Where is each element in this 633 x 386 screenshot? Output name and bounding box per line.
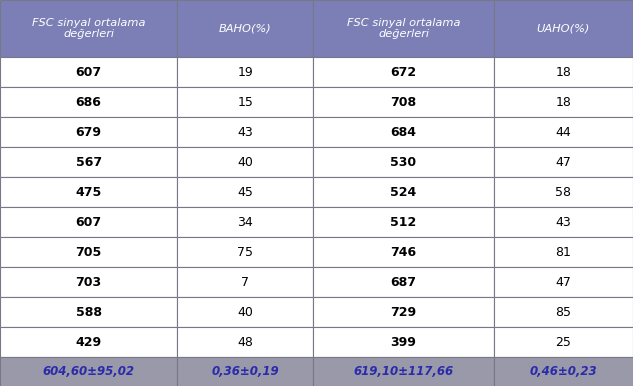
Bar (0, 207, 177, 237)
Text: 703: 703 (75, 276, 102, 289)
Bar (494, 207, 633, 237)
Text: 58: 58 (555, 186, 572, 198)
Text: 530: 530 (391, 156, 417, 169)
Text: 85: 85 (555, 306, 572, 318)
Text: 18: 18 (555, 96, 572, 108)
Text: 684: 684 (391, 125, 417, 139)
Text: 679: 679 (75, 125, 102, 139)
Bar (494, 297, 633, 327)
Text: 524: 524 (391, 186, 417, 198)
Bar (494, 327, 633, 357)
Text: 687: 687 (391, 276, 417, 289)
Bar (313, 357, 494, 386)
Text: 19: 19 (237, 66, 253, 79)
Text: 81: 81 (555, 245, 572, 259)
Text: 18: 18 (555, 66, 572, 79)
Text: 7: 7 (241, 276, 249, 289)
Text: 512: 512 (391, 216, 417, 229)
Bar (313, 117, 494, 147)
Bar (494, 267, 633, 297)
Bar (0, 177, 177, 207)
Text: 475: 475 (75, 186, 102, 198)
Bar (0, 0, 177, 57)
Bar (313, 267, 494, 297)
Text: 47: 47 (555, 276, 572, 289)
Text: 34: 34 (237, 216, 253, 229)
Bar (313, 297, 494, 327)
Text: FSC sinyal ortalama
değerleri: FSC sinyal ortalama değerleri (32, 18, 146, 39)
Bar (0, 297, 177, 327)
Text: 708: 708 (391, 96, 417, 108)
Bar (177, 267, 313, 297)
Text: 607: 607 (75, 66, 102, 79)
Text: 47: 47 (555, 156, 572, 169)
Bar (177, 87, 313, 117)
Text: 604,60±95,02: 604,60±95,02 (42, 365, 135, 378)
Text: 0,46±0,23: 0,46±0,23 (530, 365, 597, 378)
Bar (494, 117, 633, 147)
Text: 619,10±117,66: 619,10±117,66 (353, 365, 454, 378)
Text: 40: 40 (237, 156, 253, 169)
Bar (0, 237, 177, 267)
Bar (0, 357, 177, 386)
Text: 729: 729 (391, 306, 417, 318)
Bar (494, 87, 633, 117)
Bar (0, 117, 177, 147)
Bar (313, 57, 494, 87)
Bar (177, 327, 313, 357)
Bar (494, 237, 633, 267)
Bar (313, 87, 494, 117)
Text: 588: 588 (75, 306, 102, 318)
Bar (313, 327, 494, 357)
Bar (177, 0, 313, 57)
Bar (313, 147, 494, 177)
Text: 48: 48 (237, 335, 253, 349)
Text: 429: 429 (75, 335, 102, 349)
Bar (313, 207, 494, 237)
Bar (0, 267, 177, 297)
Text: FSC sinyal ortalama
değerleri: FSC sinyal ortalama değerleri (347, 18, 460, 39)
Text: 44: 44 (556, 125, 571, 139)
Bar (494, 357, 633, 386)
Text: 40: 40 (237, 306, 253, 318)
Bar (494, 177, 633, 207)
Bar (313, 177, 494, 207)
Text: 45: 45 (237, 186, 253, 198)
Text: 25: 25 (555, 335, 572, 349)
Bar (0, 147, 177, 177)
Bar (177, 57, 313, 87)
Text: BAHO(%): BAHO(%) (219, 24, 272, 34)
Bar (177, 357, 313, 386)
Text: 746: 746 (391, 245, 417, 259)
Text: 43: 43 (237, 125, 253, 139)
Bar (177, 177, 313, 207)
Text: 75: 75 (237, 245, 253, 259)
Text: 43: 43 (556, 216, 571, 229)
Bar (0, 327, 177, 357)
Text: 686: 686 (76, 96, 101, 108)
Bar (313, 237, 494, 267)
Bar (177, 237, 313, 267)
Bar (177, 117, 313, 147)
Text: 705: 705 (75, 245, 102, 259)
Bar (0, 87, 177, 117)
Text: 15: 15 (237, 96, 253, 108)
Bar (313, 0, 494, 57)
Text: 0,36±0,19: 0,36±0,19 (211, 365, 279, 378)
Text: UAHO(%): UAHO(%) (537, 24, 590, 34)
Bar (0, 57, 177, 87)
Text: 672: 672 (391, 66, 417, 79)
Bar (494, 0, 633, 57)
Bar (494, 57, 633, 87)
Text: 399: 399 (391, 335, 417, 349)
Text: 607: 607 (75, 216, 102, 229)
Bar (177, 207, 313, 237)
Bar (177, 297, 313, 327)
Bar (494, 147, 633, 177)
Bar (177, 147, 313, 177)
Text: 567: 567 (75, 156, 102, 169)
